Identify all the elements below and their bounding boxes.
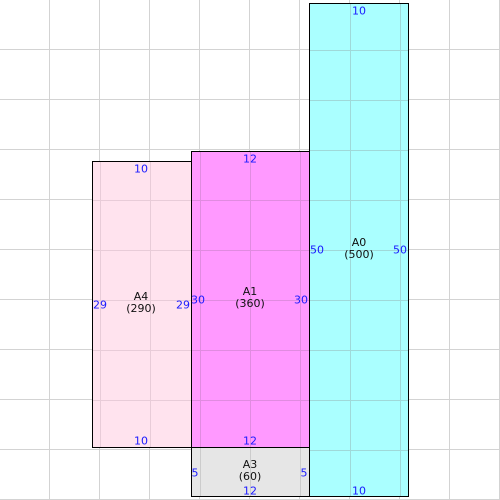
room-a0-label: A0 (500) [344, 237, 374, 261]
room-a1-area: (360) [235, 297, 265, 310]
room-a4-grid [93, 162, 191, 447]
room-a4-area: (290) [126, 302, 156, 315]
room-a4-name: A4 [133, 290, 149, 303]
room-a0-bottom-dimension: 10 [352, 484, 366, 498]
room-a1-right-dimension: 30 [294, 293, 308, 307]
room-a3-right-dimension: 5 [300, 466, 308, 480]
room-a3-bottom-dimension: 12 [243, 484, 257, 498]
room-a1-grid [192, 152, 309, 447]
room-a4-label: A4 (290) [126, 291, 156, 315]
room-a0-grid [310, 4, 408, 496]
room-a3-label: A3 (60) [239, 459, 262, 483]
room-a4 [92, 161, 192, 448]
room-a4-bottom-dimension: 10 [134, 434, 148, 448]
room-a3-left-dimension: 5 [191, 466, 199, 480]
room-a0-right-dimension: 50 [393, 243, 407, 257]
room-a0-top-dimension: 10 [352, 4, 366, 18]
room-a1 [191, 151, 310, 448]
room-a4-right-dimension: 29 [176, 298, 190, 312]
room-a4-top-dimension: 10 [134, 162, 148, 176]
room-a1-left-dimension: 30 [191, 293, 205, 307]
room-a0-left-dimension: 50 [310, 243, 324, 257]
room-a1-label: A1 (360) [235, 286, 265, 310]
room-a3-name: A3 [242, 458, 258, 471]
room-a1-top-dimension: 12 [243, 152, 257, 166]
room-a3-grid [192, 448, 309, 496]
room-a1-bottom-dimension: 12 [243, 434, 257, 448]
room-a4-left-dimension: 29 [93, 298, 107, 312]
room-a3 [191, 447, 310, 497]
room-a0-name: A0 [351, 236, 367, 249]
room-a0 [309, 3, 409, 497]
room-a3-area: (60) [238, 470, 262, 483]
room-a1-name: A1 [242, 285, 258, 298]
room-a0-area: (500) [344, 248, 374, 261]
